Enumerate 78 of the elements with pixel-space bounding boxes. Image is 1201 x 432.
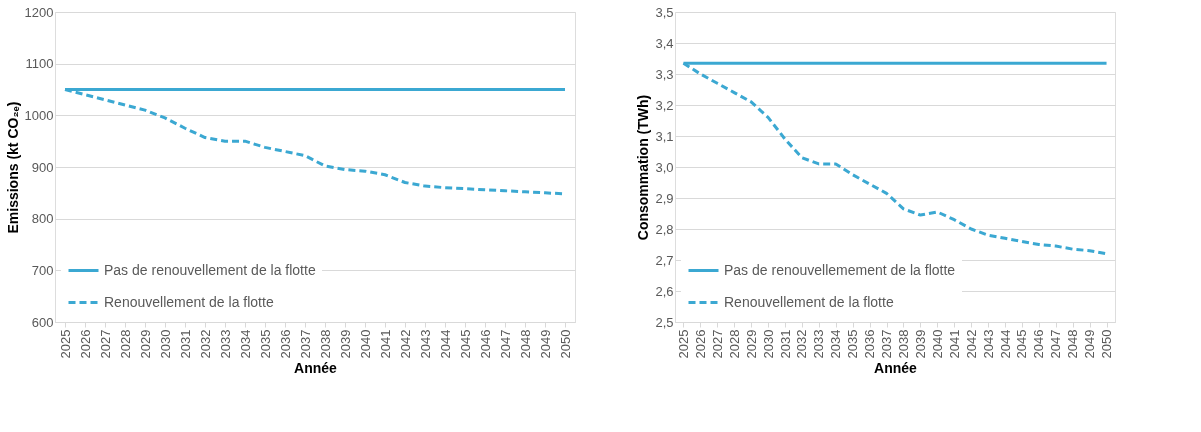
x-tick-label: 2047 [497, 329, 513, 359]
x-tick-label: 2046 [477, 329, 493, 359]
x-tick-label: 2046 [1031, 329, 1047, 359]
x-tick-label: 2045 [457, 329, 473, 359]
x-tick-label: 2050 [557, 329, 573, 359]
x-tick-label: 2036 [862, 329, 878, 359]
y-axis-title: Consommation (TWh) [635, 94, 652, 241]
x-axis-title: Année [294, 360, 338, 377]
y-tick-label: 2,6 [655, 283, 674, 299]
x-tick-label: 2032 [197, 329, 213, 359]
x-tick-label: 2049 [1082, 329, 1098, 359]
x-tick-label: 2033 [217, 329, 233, 359]
y-tick-label: 3,2 [655, 97, 674, 113]
y-tick-label: 900 [31, 159, 54, 175]
x-tick-label: 2037 [297, 329, 313, 359]
y-tick-label: 3,5 [655, 4, 674, 20]
y-tick-label: 3,1 [655, 128, 674, 144]
y-tick-label: 2,5 [655, 314, 674, 330]
x-tick-label: 2030 [760, 329, 776, 359]
x-tick-label: 2041 [946, 329, 962, 359]
x-tick-label: 2048 [1065, 329, 1081, 359]
x-tick-label: 2043 [980, 329, 996, 359]
y-axis-title: Emissions (kt CO₂ₑ) [4, 101, 21, 234]
y-tick-label: 800 [31, 211, 54, 227]
y-tick-label: 600 [31, 314, 54, 330]
y-tick-label: 2,8 [655, 221, 674, 237]
x-axis-title: Année [874, 360, 918, 377]
x-tick-label: 2036 [277, 329, 293, 359]
x-tick-label: 2025 [675, 329, 691, 359]
legend-label: Pas de renouvellement de la flotte [104, 261, 316, 278]
x-tick-label: 2029 [743, 329, 759, 359]
x-tick-label: 2048 [517, 329, 533, 359]
x-tick-label: 2030 [157, 329, 173, 359]
y-tick-label: 3,0 [655, 159, 674, 175]
x-tick-label: 2035 [845, 329, 861, 359]
x-tick-label: 2035 [257, 329, 273, 359]
y-tick-label: 3,3 [655, 66, 674, 82]
y-tick-label: 2,7 [655, 252, 674, 268]
x-tick-label: 2039 [912, 329, 928, 359]
x-tick-label: 2026 [692, 329, 708, 359]
legend-label: Pas de renouvellemement de la flotte [724, 261, 956, 278]
y-tick-label: 700 [31, 262, 54, 278]
x-tick-label: 2050 [1099, 329, 1115, 359]
legend-label: Renouvellement de la flotte [104, 293, 274, 310]
x-tick-label: 2037 [879, 329, 895, 359]
x-tick-label: 2044 [437, 329, 453, 359]
x-tick-label: 2040 [357, 329, 373, 359]
x-tick-label: 2038 [317, 329, 333, 359]
x-tick-label: 2044 [997, 329, 1013, 359]
x-tick-label: 2027 [97, 329, 113, 359]
y-tick-label: 1200 [24, 4, 54, 20]
x-tick-label: 2027 [709, 329, 725, 359]
x-tick-label: 2039 [337, 329, 353, 359]
y-tick-label: 1100 [25, 56, 54, 72]
y-tick-label: 2,9 [655, 190, 674, 206]
x-tick-label: 2033 [811, 329, 827, 359]
x-tick-label: 2043 [417, 329, 433, 359]
x-tick-label: 2042 [963, 329, 979, 359]
x-tick-label: 2025 [57, 329, 73, 359]
x-tick-label: 2041 [377, 329, 393, 359]
x-tick-label: 2032 [794, 329, 810, 359]
x-tick-label: 2026 [77, 329, 93, 359]
x-tick-label: 2042 [397, 329, 413, 359]
x-tick-label: 2031 [177, 329, 193, 359]
x-tick-label: 2040 [929, 329, 945, 359]
x-tick-label: 2034 [828, 329, 844, 359]
y-tick-label: 1000 [24, 107, 54, 123]
x-tick-label: 2049 [537, 329, 553, 359]
x-tick-label: 2028 [117, 329, 133, 359]
legend-label: Renouvellement de la flotte [724, 293, 894, 310]
x-tick-label: 2028 [726, 329, 742, 359]
x-tick-label: 2047 [1048, 329, 1064, 359]
x-tick-label: 2045 [1014, 329, 1030, 359]
y-tick-label: 3,4 [655, 35, 674, 51]
x-tick-label: 2031 [777, 329, 793, 359]
x-tick-label: 2038 [895, 329, 911, 359]
x-tick-label: 2029 [137, 329, 153, 359]
x-tick-label: 2034 [237, 329, 253, 359]
